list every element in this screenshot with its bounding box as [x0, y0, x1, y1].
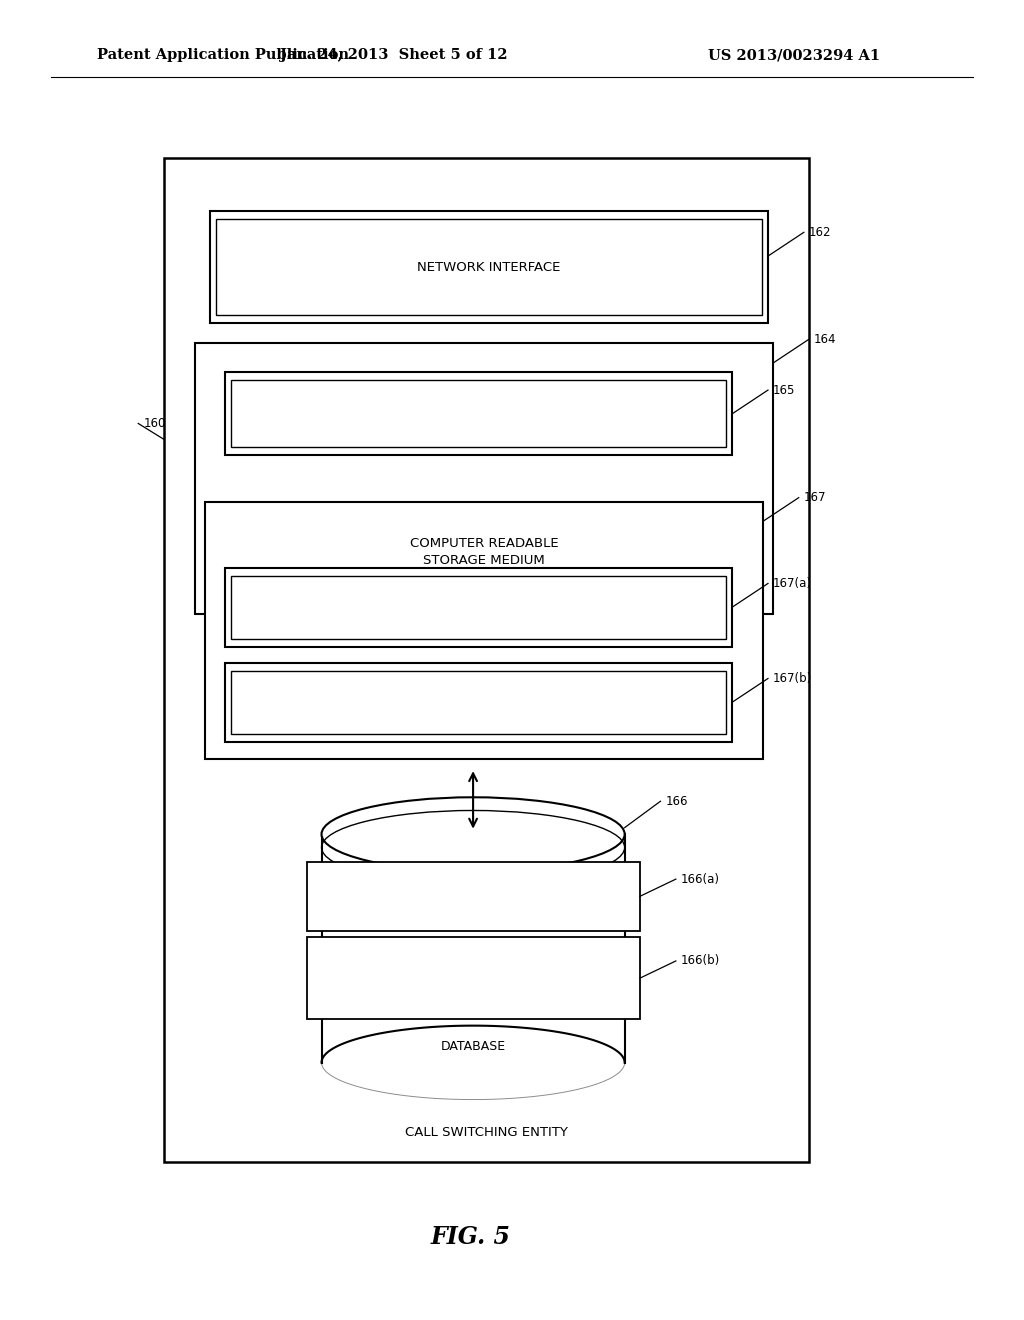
Text: Patent Application Publication: Patent Application Publication: [97, 49, 349, 62]
Text: CALL SWITCHING ENTITY
SERVER COMPUTER: CALL SWITCHING ENTITY SERVER COMPUTER: [402, 374, 565, 403]
Bar: [210, 211, 768, 323]
Ellipse shape: [322, 797, 625, 871]
Text: COMPUTER READABLE
STORAGE MEDIUM: COMPUTER READABLE STORAGE MEDIUM: [410, 537, 558, 566]
Text: 160: 160: [143, 417, 166, 430]
Bar: [164, 158, 809, 1162]
Text: 166(b): 166(b): [681, 954, 720, 968]
Text: CALL SWITCHING ENGINE: CALL SWITCHING ENGINE: [395, 601, 562, 614]
Bar: [225, 372, 732, 455]
Bar: [225, 663, 732, 742]
Text: PROCESSOR: PROCESSOR: [438, 408, 519, 420]
Text: CALL SWITCHING ENTITY: CALL SWITCHING ENTITY: [404, 1126, 568, 1139]
Bar: [307, 937, 640, 1019]
Bar: [231, 671, 726, 734]
Bar: [195, 343, 773, 614]
Text: 167(a): 167(a): [773, 577, 812, 590]
Bar: [205, 502, 763, 759]
Text: 167: 167: [804, 491, 826, 504]
Text: DATABASE: DATABASE: [440, 1040, 506, 1053]
Text: MNO IDENTIFIERS: MNO IDENTIFIERS: [418, 890, 529, 903]
Bar: [216, 219, 762, 315]
Bar: [225, 568, 732, 647]
Text: 166(a): 166(a): [681, 873, 720, 886]
Text: 162: 162: [809, 226, 831, 239]
Text: 167(b): 167(b): [773, 672, 812, 685]
Text: US 2013/0023294 A1: US 2013/0023294 A1: [708, 49, 880, 62]
Text: MOBILE COMMUNICATION DEVICE
IDENTIFIERS: MOBILE COMMUNICATION DEVICE IDENTIFIERS: [368, 964, 580, 993]
Text: FIG. 5: FIG. 5: [431, 1225, 511, 1249]
Text: NETWORK INTERFACE: NETWORK INTERFACE: [417, 261, 561, 273]
Text: Jan. 24, 2013  Sheet 5 of 12: Jan. 24, 2013 Sheet 5 of 12: [281, 49, 508, 62]
Bar: [231, 380, 726, 447]
Bar: [231, 576, 726, 639]
Text: 166: 166: [666, 795, 688, 808]
Text: 164: 164: [814, 333, 837, 346]
Bar: [307, 862, 640, 931]
Text: MNO IDENTIFICATION ENGINE: MNO IDENTIFICATION ENGINE: [381, 696, 577, 709]
Text: 165: 165: [773, 384, 796, 396]
